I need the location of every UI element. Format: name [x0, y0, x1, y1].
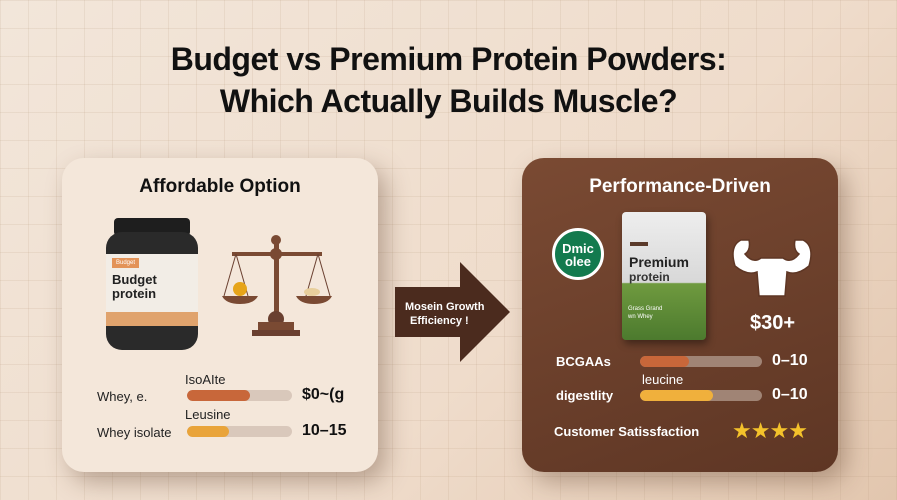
- flexed-muscle-icon: [732, 239, 812, 297]
- badge-text-2: olee: [564, 254, 591, 269]
- badge-text: Dmic: [562, 241, 594, 256]
- bag-name-2: protein: [629, 270, 670, 284]
- progress-bar: [187, 390, 292, 401]
- card-title: Performance-Driven: [589, 176, 771, 197]
- row-label: Whey isolate: [97, 425, 172, 440]
- progress-fill: [640, 356, 689, 367]
- star-rating: ★★★★: [732, 418, 808, 444]
- bar-label: Leusine: [185, 407, 231, 422]
- row-value: 0–10: [772, 386, 808, 403]
- arrow-text-2: Efficiency !: [410, 315, 469, 327]
- bag-subtext: Grass Grand: [628, 306, 663, 312]
- progress-bar: [640, 356, 762, 367]
- arrow-callout: Mosein Growth Efficiency !: [395, 262, 510, 362]
- bar-label: leucine: [642, 372, 684, 387]
- row-value: $0~(g: [302, 386, 345, 403]
- row-label: Whey, e.: [97, 389, 148, 404]
- bar-label: IsoAIte: [185, 372, 226, 387]
- star-icon: ★: [750, 418, 771, 443]
- bag-name: Premium: [629, 254, 689, 270]
- row-label: digestlity: [556, 388, 614, 403]
- performance-card: Performance-Driven Dmic olee Premium prot…: [522, 158, 838, 472]
- balance-scale-icon: [222, 235, 332, 336]
- card-title: Affordable Option: [139, 176, 301, 197]
- row-value: 10–15: [302, 422, 347, 439]
- satisfaction-label: Customer Satissfaction: [554, 424, 700, 439]
- title-line-1: Budget vs Premium Protein Powders:: [170, 41, 727, 77]
- star-icon: ★: [788, 418, 808, 443]
- protein-jar-image: Budget Budget protein: [106, 218, 198, 350]
- brand-badge: Dmic olee: [552, 228, 604, 280]
- row-value: 0–10: [772, 352, 808, 369]
- star-icon: ★: [769, 418, 789, 443]
- progress-fill: [640, 390, 714, 401]
- progress-fill: [187, 390, 250, 401]
- progress-bar: [187, 426, 292, 437]
- page-title: Budget vs Premium Protein Powders: Which …: [0, 38, 897, 122]
- protein-bag-image: Premium protein Grass Grand wn Whey: [622, 212, 706, 340]
- row-label: BCGAAs: [556, 354, 611, 369]
- jar-tag: Budget: [112, 258, 140, 268]
- arrow-icon: [395, 262, 510, 362]
- price: $30+: [750, 312, 796, 334]
- progress-fill: [187, 426, 229, 437]
- title-line-2: Which Actually Builds Muscle?: [219, 83, 678, 119]
- jar-name: Budget: [112, 272, 157, 287]
- progress-bar: [640, 390, 762, 401]
- bag-subtext-2: wn Whey: [628, 314, 653, 320]
- affordable-card: Affordable Option Budget Budget protein …: [62, 158, 378, 472]
- jar-name-2: protein: [112, 286, 157, 301]
- star-icon: ★: [732, 418, 752, 443]
- arrow-text: Mosein Growth: [405, 301, 485, 313]
